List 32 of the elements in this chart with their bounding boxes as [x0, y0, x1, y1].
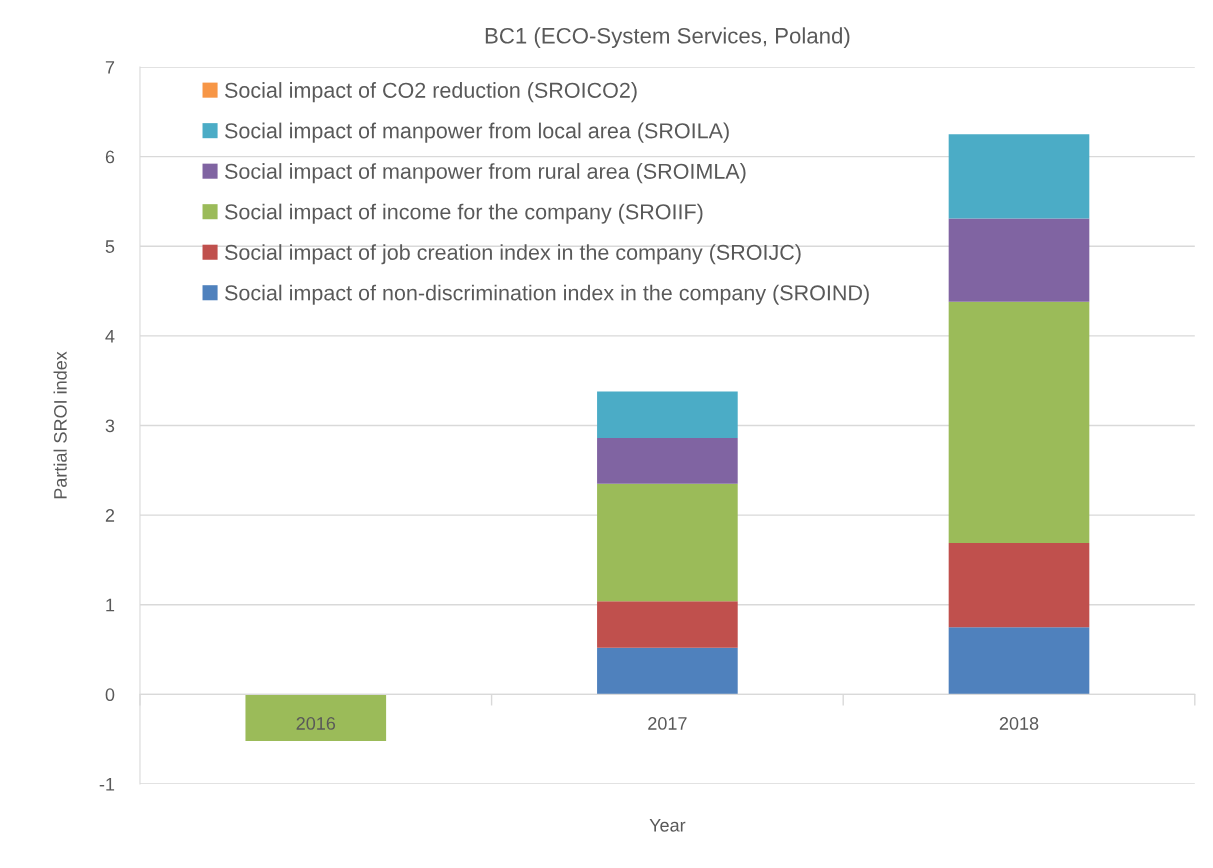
y-tick-label: 2	[105, 509, 115, 522]
bar	[948, 542, 1090, 628]
y-tick-label: 3	[105, 419, 115, 433]
legend-label: Social impact of income for the company (SROIIF)	[225, 203, 703, 224]
bar	[597, 438, 738, 484]
x-axis-title: Year	[649, 819, 686, 832]
y-tick-label: 6	[105, 150, 115, 164]
y-tick-label: 7	[105, 61, 115, 74]
bar	[948, 627, 1090, 695]
bar	[597, 647, 738, 695]
legend-label: Social impact of job creation index in the company (SROIJC)	[225, 244, 801, 265]
y-axis-title: Partial SROI index	[53, 351, 67, 499]
chart-title: BC1 (ECO-System Services, Poland)	[485, 27, 850, 49]
y-tick-label: 4	[105, 329, 115, 343]
legend-label: Social impact of non-discrimination index in the company (SROIND)	[225, 284, 869, 305]
x-tick-label: 2016	[296, 717, 336, 730]
bar	[245, 694, 387, 741]
bar	[597, 391, 738, 439]
legend-label: Social impact of manpower from local area (SROILA)	[225, 122, 729, 143]
y-tick-label: 0	[105, 688, 115, 702]
legend-label: Social impact of CO2 reduction (SROICO2)	[225, 82, 637, 103]
bar	[948, 301, 1090, 543]
bar	[948, 134, 1090, 219]
legend-label: Social impact of manpower from rural area (SROIMLA)	[225, 163, 746, 184]
y-tick-label: 5	[105, 240, 115, 253]
x-tick-label: 2018	[999, 717, 1039, 730]
y-tick-label: -1	[99, 778, 115, 791]
bar	[948, 218, 1090, 302]
bar	[597, 601, 738, 648]
bar	[597, 483, 738, 602]
x-tick-label: 2017	[648, 717, 687, 730]
y-tick-label: 1	[106, 598, 115, 612]
